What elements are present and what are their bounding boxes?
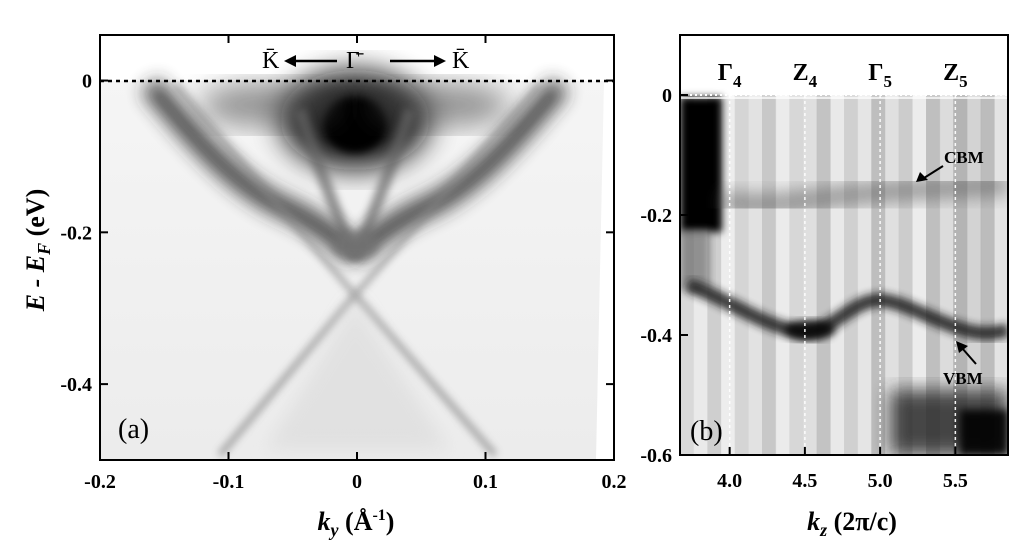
high-symmetry-label: Z4 [793,60,818,91]
panel-b-intensity-map [680,35,1008,455]
panel-a-x-ticks: -0.2 -0.1 0 0.1 0.2 [84,35,627,493]
arrow-right-head-icon [434,55,446,67]
cbm-label: CBM [944,148,984,167]
high-symmetry-label: Z5 [943,60,968,91]
intensity-stripe [803,95,818,455]
intensity-stripe [762,95,777,455]
panel-a-x-axis-label: ky (Å-1) [318,507,395,540]
panel-a-x-tick-label: -0.2 [84,471,116,493]
panel-b-x-tick-label: 5.5 [943,470,968,492]
intensity-stripe [857,95,872,455]
panel-b-y-ticks: 0 -0.2 -0.4 -0.6 [640,85,688,467]
panel-b-y-tick-label: 0 [662,85,672,107]
panel-a-y-tick-label: 0 [82,71,92,93]
cbm-arrowhead-icon [916,172,928,182]
gamma-bar-label: Γ̄ [346,48,364,74]
panel-b-x-tick-label: 5.0 [868,470,893,492]
vbm-arrow-icon [961,347,977,365]
arrow-left-head-icon [284,55,296,67]
high-symmetry-label: Γ5 [868,60,892,91]
panel-b-y-tick-label: -0.6 [640,445,672,467]
vbm-arrowhead-icon [956,341,968,353]
panel-b-x-ticks: 4.0 4.5 5.0 5.5 [717,447,968,492]
intensity-stripe [721,95,736,455]
k-bar-left-label: K̄ [262,48,280,74]
panel-a-label: (a) [118,414,149,445]
panel-a-y-ticks: 0 -0.2 -0.4 [60,71,614,396]
intensity-stripe [734,95,749,455]
vbm-annotation: VBM [943,341,983,388]
panel-a-x-tick-label: -0.1 [213,471,245,493]
panel-a: -0.2 -0.1 0 0.1 0.2 0 -0.2 -0.4 K̄ Γ̄ K̄ (a) E… [21,34,627,540]
intensity-stripe [789,95,804,455]
intensity-stripe [748,95,763,455]
panel-b-x-tick-label: 4.5 [792,470,817,492]
panel-b-frame [679,34,1009,456]
panel-a-y-axis-label: E - EF (eV) [21,189,54,313]
cbm-annotation: CBM [916,148,984,182]
high-symmetry-label: Γ4 [718,60,742,91]
panel-b-y-tick-label: -0.4 [640,325,672,347]
panel-a-intensity-map [100,35,614,460]
panel-a-x-tick-label: 0.1 [473,471,498,493]
panel-a-x-tick-label: 0.2 [602,471,627,493]
high-symmetry-lines [680,94,1008,455]
cbm-arrow-icon [923,165,944,179]
panel-a-y-tick-label: -0.2 [60,222,92,244]
vbm-label: VBM [943,369,983,388]
panel-a-x-tick-label: 0 [352,471,362,493]
k-bar-right-label: K̄ [452,48,470,74]
intensity-stripe [844,95,859,455]
panel-b-y-tick-label: -0.2 [640,205,672,227]
high-symmetry-labels: Γ4 Z4 Γ5 Z5 [718,60,968,91]
intensity-stripe [775,95,790,455]
panel-b-x-tick-label: 4.0 [717,470,742,492]
panel-a-y-tick-label: -0.4 [60,374,92,396]
intensity-stripe [830,95,845,455]
direction-labels: K̄ Γ̄ K̄ [262,48,470,74]
panel-b-x-axis-label: kz (2π/c) [807,507,897,540]
panel-b: 4.0 4.5 5.0 5.5 0-0.2-0.4-0.6 Γ4 Z4 Γ5 Z5 CBM … [640,34,1009,540]
intensity-stripe [816,95,831,455]
intensity-stripe [871,95,886,455]
panel-b-label: (b) [690,416,723,447]
